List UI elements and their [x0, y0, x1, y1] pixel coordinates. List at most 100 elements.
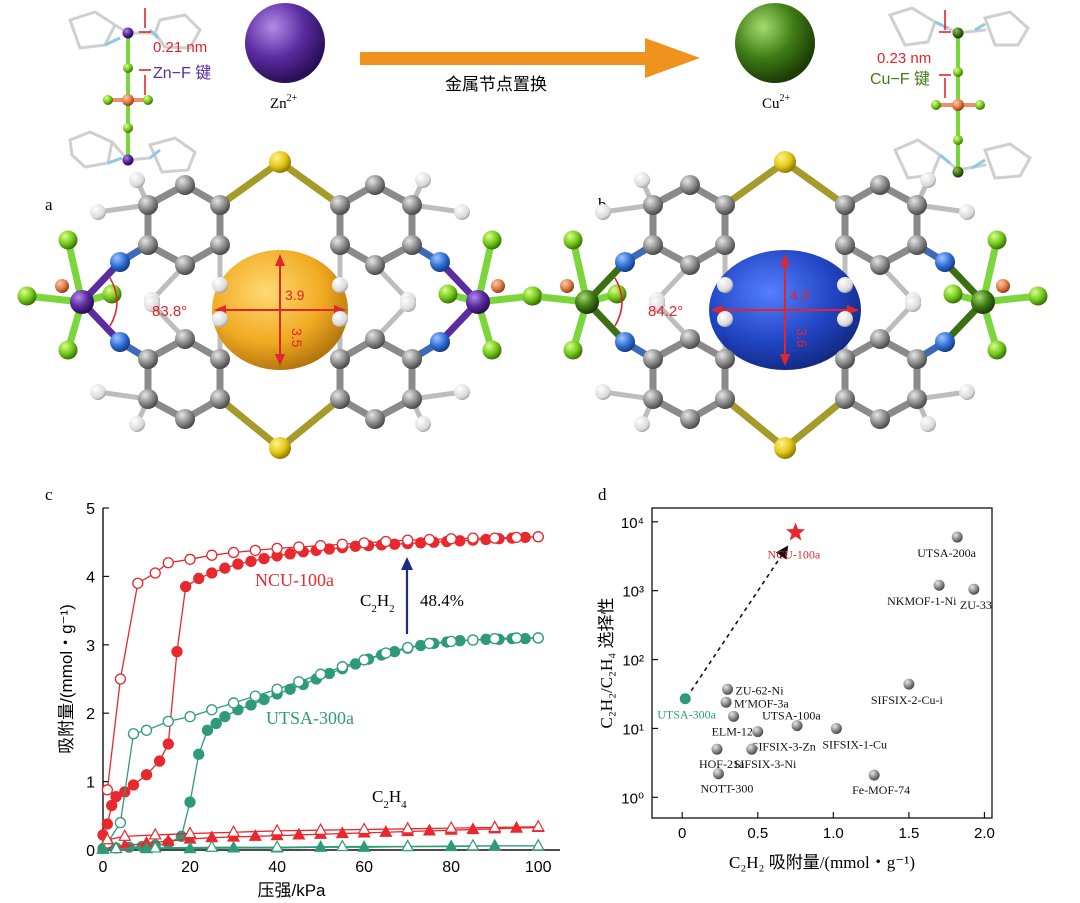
- bond: [276, 158, 344, 209]
- fluorine-atom: [522, 286, 542, 306]
- nitrogen-atom: [615, 252, 635, 272]
- hydrogen-atom: [129, 172, 145, 188]
- scatter-marker: [679, 693, 691, 705]
- point-label: ELM-12: [712, 724, 753, 738]
- data-point: [445, 533, 457, 545]
- data-point: [270, 840, 284, 852]
- data-point: [358, 537, 370, 549]
- x-tick-label: 1.5: [898, 825, 919, 842]
- arrow-head: [275, 354, 285, 366]
- carbon-atom: [715, 195, 735, 215]
- bond: [781, 395, 849, 452]
- x-axis-label: 压强/kPa: [257, 881, 326, 900]
- data-point: [401, 821, 415, 834]
- nitrogen-atom: [935, 252, 955, 272]
- data-point: [358, 654, 370, 666]
- series-ncu-100a-c2h4-desorption: [100, 819, 545, 845]
- carbon-atom: [365, 409, 385, 429]
- scatter-marker: [830, 722, 842, 734]
- zn-ligand-sticks: [68, 10, 202, 174]
- hydrogen-atom: [454, 384, 470, 400]
- series-utsa-300a-c2h2-desorption: [101, 632, 544, 849]
- hydrogen-atom: [649, 296, 665, 312]
- carbon-atom: [210, 235, 230, 255]
- series-line: [107, 826, 539, 841]
- y-tick-label: 10³: [622, 584, 644, 601]
- carbon-atom: [835, 389, 855, 409]
- metal-atom: [971, 290, 995, 314]
- nitrogen-atom: [110, 252, 130, 272]
- data-point: [227, 546, 240, 559]
- structure-a-zn: 3.9 3.5 83.8°: [17, 151, 543, 459]
- angle-arc: [614, 277, 623, 327]
- nitrogen-atom: [430, 332, 450, 352]
- structure-b-cu: 4.3 3.6 84.2°: [522, 151, 1048, 459]
- carbon-atom: [330, 389, 350, 409]
- data-point: [401, 839, 415, 852]
- data-point: [284, 548, 296, 560]
- arrow-head: [780, 354, 790, 366]
- hydrogen-atom: [212, 277, 228, 293]
- scatter-marker: [933, 579, 945, 591]
- metal-atom: [70, 290, 94, 314]
- cu-coordination-chain: [887, 6, 1032, 180]
- point-label: UTSA-200a: [917, 546, 976, 560]
- carbon-atom: [643, 349, 663, 369]
- carbon-atom: [138, 195, 158, 215]
- data-point: [380, 535, 392, 548]
- x-tick-label: 1.0: [823, 825, 844, 842]
- arrow-head: [711, 305, 723, 315]
- y-axis-label: C₂H₂/C₂H₄ 选择性: [597, 598, 616, 729]
- fluorine-atom: [987, 340, 1007, 360]
- metal-atom: [466, 290, 490, 314]
- hydrogen-atom: [920, 416, 936, 432]
- y-tick-label: 10⁴: [621, 515, 644, 532]
- hydrogen-atom: [717, 311, 733, 327]
- data-point: [357, 822, 371, 835]
- point-utsa-200a: UTSA-200a: [917, 531, 977, 560]
- sulfur-atom: [269, 151, 291, 173]
- data-point: [149, 567, 161, 579]
- data-point: [210, 717, 222, 730]
- carbon-atom: [870, 255, 890, 275]
- carbon-atom: [138, 349, 158, 369]
- scatter-marker: [968, 583, 980, 595]
- y-tick-label: 10⁰: [621, 790, 644, 807]
- y-tick-label: 1: [86, 775, 95, 792]
- data-point: [489, 632, 501, 645]
- label-percent-increase: 48.4%: [420, 591, 464, 610]
- hydrogen-atom: [212, 311, 228, 327]
- point-label: Fe-MOF-74: [852, 783, 910, 797]
- carbon-atom: [138, 389, 158, 409]
- data-point: [101, 818, 114, 830]
- data-point: [467, 634, 479, 646]
- fluorine-atom: [58, 230, 78, 250]
- si-atom: [491, 279, 505, 293]
- point-label: SIFSIX-3-Zn: [752, 740, 816, 754]
- point-sifsix-1-cu: SIFSIX-1-Cu: [822, 722, 887, 751]
- carbon-atom: [680, 329, 700, 349]
- data-point: [96, 842, 110, 854]
- panel-label-a: a: [45, 195, 53, 214]
- si-atom: [996, 279, 1010, 293]
- pore-height-label: 3.5: [289, 328, 305, 348]
- data-point: [444, 820, 458, 833]
- zn-ligand-n-sticks: [104, 28, 161, 165]
- point-nott-300: NOTT-300: [700, 768, 753, 796]
- carbon-atom: [175, 409, 195, 429]
- hydrogen-atom: [454, 204, 470, 220]
- cu-ion-label: Cu2+: [762, 93, 791, 112]
- data-point: [219, 710, 231, 723]
- fluorine-atom: [607, 284, 627, 304]
- data-point: [162, 557, 174, 569]
- point-fe-mof-74: Fe-MOF-74: [852, 769, 910, 797]
- scatter-marker: [728, 710, 740, 722]
- hydrogen-atom: [959, 384, 975, 400]
- data-point: [110, 790, 122, 803]
- scatter-marker: [868, 769, 880, 781]
- data-point: [467, 532, 479, 544]
- data-point: [314, 822, 328, 835]
- data-point: [248, 829, 262, 841]
- data-point: [422, 823, 436, 836]
- point-label: ZU-62-Ni: [736, 683, 785, 697]
